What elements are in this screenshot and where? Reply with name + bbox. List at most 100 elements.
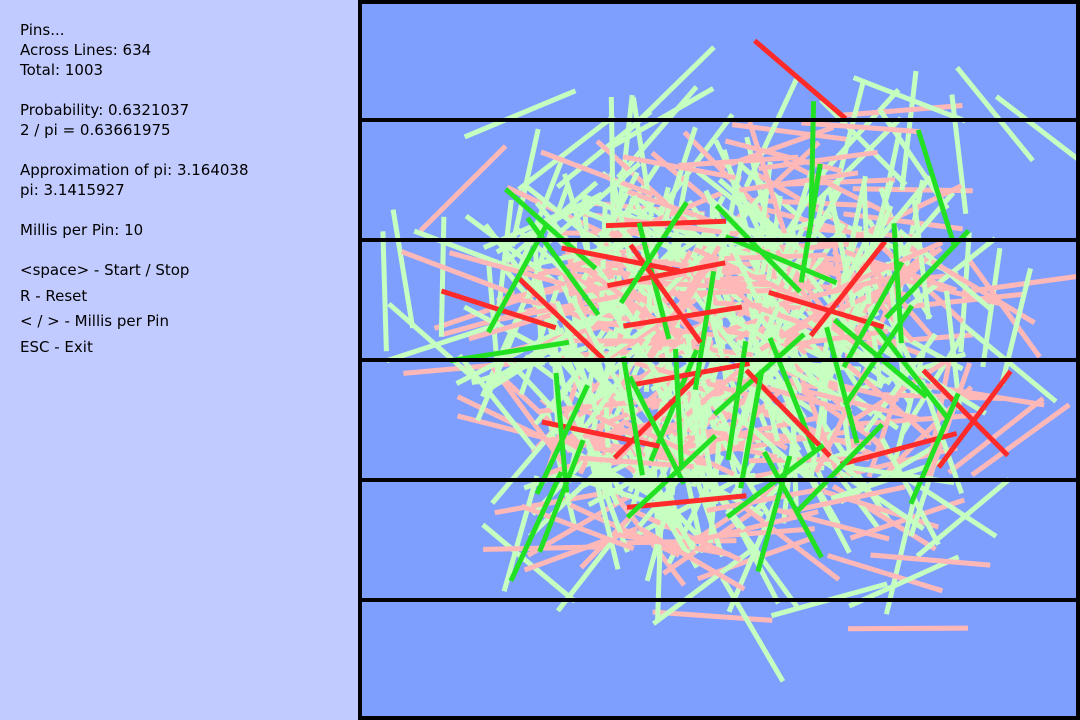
pin-crossing <box>762 450 824 559</box>
pin-non-crossing <box>561 245 681 274</box>
pin-crossing <box>516 158 565 273</box>
pin-crossing <box>486 225 548 334</box>
pin-non-crossing <box>772 506 890 542</box>
pin-crossing <box>537 439 586 553</box>
pin-crossing <box>603 297 669 404</box>
pin-non-crossing <box>606 260 726 289</box>
pin-crossing <box>724 234 838 286</box>
pin-non-crossing <box>448 250 566 287</box>
pin-non-crossing <box>639 526 746 592</box>
pin-non-crossing <box>886 273 1004 307</box>
info-panel: Pins... Across Lines: 634 Total: 1003 Pr… <box>0 0 358 720</box>
pin-crossing <box>626 45 716 133</box>
pin-non-crossing <box>752 38 848 121</box>
pin-crossing <box>999 267 1033 386</box>
pin-crossing <box>915 129 957 246</box>
control-start-stop: <space> - Start / Stop <box>20 261 190 279</box>
pin-non-crossing <box>468 302 585 342</box>
pin-non-crossing <box>606 289 709 361</box>
pin-non-crossing <box>626 493 747 510</box>
pin-crossing <box>481 522 577 604</box>
pin-non-crossing <box>967 258 1042 359</box>
pin-crossing <box>703 189 760 301</box>
pin-crossing <box>871 321 950 420</box>
pin-crossing <box>547 161 642 244</box>
pin-crossing <box>891 223 904 344</box>
pin-non-crossing <box>801 120 922 135</box>
pin-crossing <box>749 444 866 487</box>
pin-crossing <box>627 401 666 519</box>
pin-crossing <box>955 66 1035 163</box>
pin-non-crossing <box>514 274 605 361</box>
pin-non-crossing <box>870 552 991 568</box>
pin-crossing <box>814 116 903 205</box>
pin-crossing <box>380 231 389 352</box>
pin-non-crossing <box>822 489 940 530</box>
pin-crossing <box>480 285 534 398</box>
pins-heading: Pins... <box>20 21 65 39</box>
pin-non-crossing <box>741 504 841 582</box>
pin-crossing <box>651 549 751 626</box>
pin-non-crossing <box>859 412 980 427</box>
pin-crossing <box>748 323 780 442</box>
pi-value: pi: 3.1415927 <box>20 181 125 199</box>
pin-non-crossing <box>612 372 703 460</box>
pin-crossing <box>450 339 570 364</box>
pin-crossing <box>464 213 565 290</box>
pin-non-crossing <box>782 158 893 218</box>
pin-crossing <box>799 355 900 431</box>
pin-crossing <box>789 386 799 507</box>
pin-non-crossing <box>581 319 702 336</box>
pin-crossing <box>553 372 570 493</box>
board-canvas[interactable] <box>358 0 1080 720</box>
pin-crossing <box>879 437 941 546</box>
pin-crossing <box>608 171 640 290</box>
pin-non-crossing <box>678 154 799 168</box>
pin-crossing <box>387 302 481 385</box>
pin-non-crossing <box>842 359 936 444</box>
pin-non-crossing <box>882 392 1003 401</box>
control-reset: R - Reset <box>20 287 88 305</box>
needle-board[interactable] <box>358 0 1080 720</box>
pin-crossing <box>648 348 700 462</box>
pin-non-crossing <box>526 492 633 558</box>
total-count: Total: 1003 <box>20 61 104 79</box>
pin-crossing <box>911 199 932 320</box>
pin-crossing <box>848 554 960 609</box>
pin-crossing <box>994 94 1080 164</box>
pin-crossing <box>390 209 416 329</box>
pin-non-crossing <box>622 154 742 182</box>
pin-crossing <box>457 353 537 451</box>
pin-crossing <box>608 96 616 218</box>
pin-crossing <box>455 326 565 386</box>
pin-non-crossing <box>747 121 788 238</box>
pin-non-crossing <box>842 103 963 118</box>
pin-crossing <box>852 75 967 124</box>
pin-non-crossing <box>605 218 726 229</box>
pin-crossing <box>618 201 689 305</box>
pin-non-crossing <box>418 144 508 233</box>
pin-non-crossing <box>631 361 751 388</box>
pin-non-crossing <box>801 387 919 421</box>
pin-crossing <box>743 77 800 189</box>
pin-crossing <box>577 337 652 438</box>
pin-crossing <box>738 369 765 489</box>
pin-crossing <box>720 576 786 683</box>
pin-crossing <box>463 88 577 140</box>
pin-non-crossing <box>540 149 655 198</box>
pin-non-crossing <box>618 216 739 237</box>
pin-crossing <box>908 392 961 505</box>
probability-value: Probability: 0.6321037 <box>20 101 190 119</box>
pin-crossing <box>616 85 699 180</box>
pin-non-crossing <box>852 183 963 241</box>
pin-crossing <box>501 475 540 592</box>
control-millis: < / > - Millis per Pin <box>20 312 169 330</box>
pin-crossing <box>438 216 447 337</box>
parallel-lines <box>358 118 1080 602</box>
across-lines-count: Across Lines: 634 <box>20 41 152 59</box>
pin-crossing <box>625 433 718 520</box>
pin-crossing <box>495 199 514 320</box>
pin-non-crossing <box>738 170 859 193</box>
pin-crossing <box>569 296 632 405</box>
